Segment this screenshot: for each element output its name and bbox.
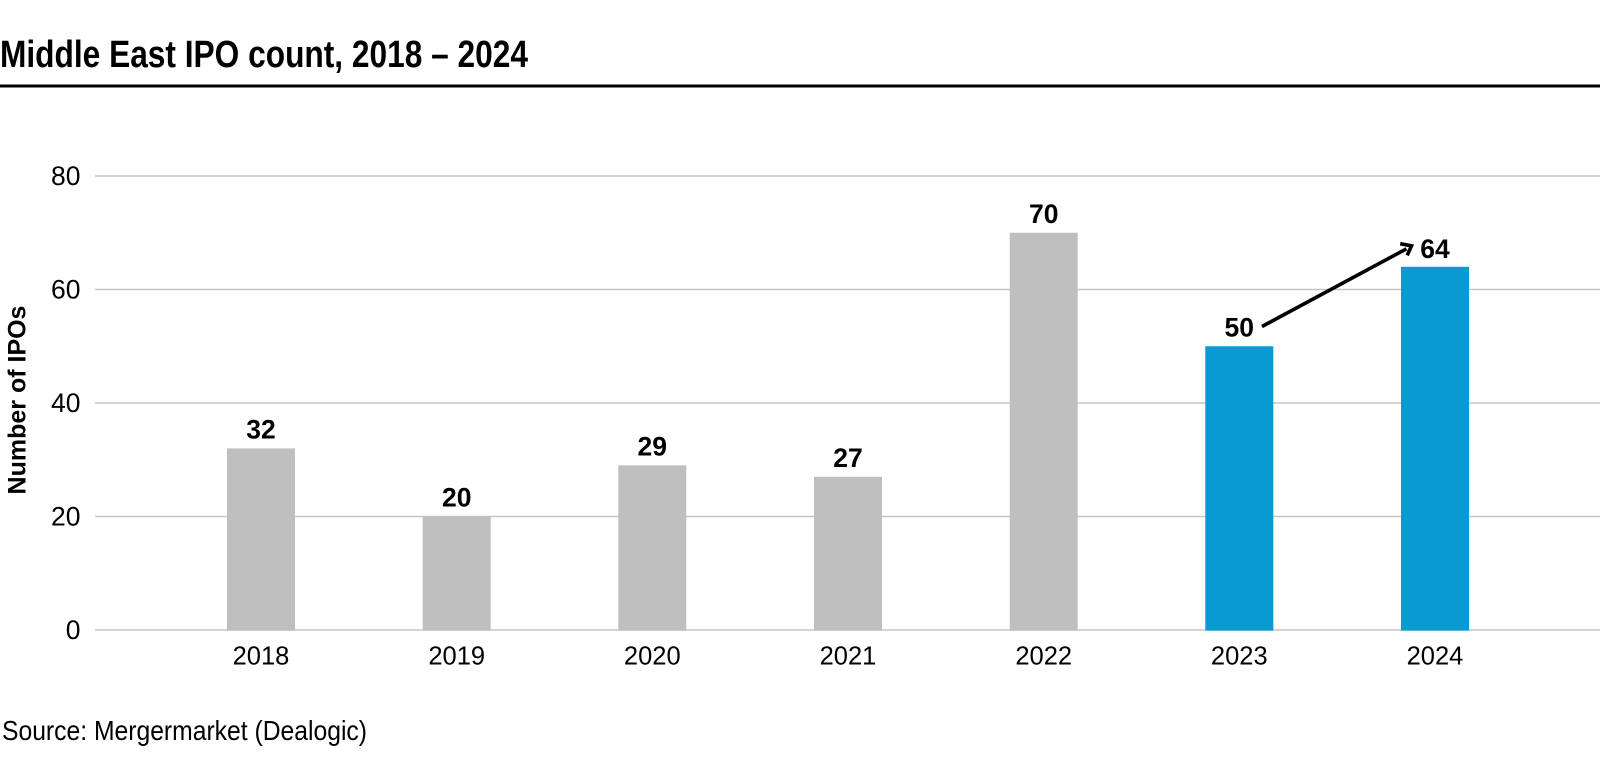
svg-text:Middle East IPO count, 2018 –: Middle East IPO count, 2018 – 2024 xyxy=(0,34,528,76)
svg-text:2023: 2023 xyxy=(1211,643,1268,671)
svg-text:20: 20 xyxy=(51,501,80,531)
svg-text:64: 64 xyxy=(1420,234,1450,264)
svg-text:Source: Mergermarket (Dealogic: Source: Mergermarket (Dealogic) xyxy=(2,715,367,746)
svg-text:2018: 2018 xyxy=(233,643,290,671)
svg-text:0: 0 xyxy=(66,615,81,645)
svg-text:2024: 2024 xyxy=(1407,643,1464,671)
svg-text:80: 80 xyxy=(51,161,80,191)
svg-text:70: 70 xyxy=(1029,199,1058,229)
svg-text:27: 27 xyxy=(833,443,862,473)
svg-text:Number of IPOs: Number of IPOs xyxy=(4,306,32,495)
svg-text:2020: 2020 xyxy=(624,643,681,671)
svg-text:50: 50 xyxy=(1225,312,1254,342)
svg-text:40: 40 xyxy=(51,388,80,418)
svg-text:2022: 2022 xyxy=(1015,643,1072,671)
svg-text:20: 20 xyxy=(442,483,471,513)
svg-text:60: 60 xyxy=(51,274,80,304)
svg-text:2021: 2021 xyxy=(820,643,877,671)
svg-text:29: 29 xyxy=(638,431,667,461)
svg-text:2019: 2019 xyxy=(428,643,485,671)
svg-text:32: 32 xyxy=(246,414,275,444)
